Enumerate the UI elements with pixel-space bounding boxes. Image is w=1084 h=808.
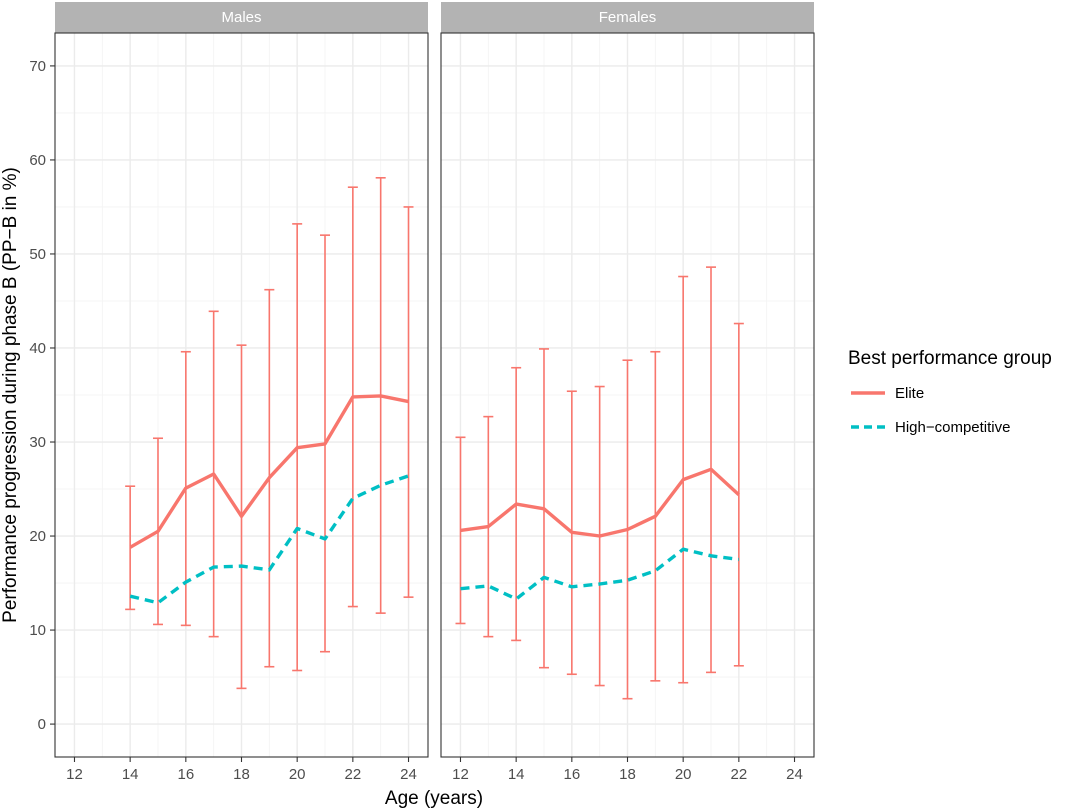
x-tick-label: 16: [563, 766, 580, 783]
error-bar: [733, 322, 744, 667]
x-tick-label: 20: [675, 766, 692, 783]
y-tick-label: 70: [29, 58, 46, 75]
strip-label-males: Males: [221, 9, 261, 26]
x-tick-label: 12: [66, 766, 83, 783]
x-tick-label: 18: [233, 766, 250, 783]
x-tick-label: 16: [177, 766, 194, 783]
y-tick-label: 20: [29, 528, 46, 545]
x-tick-label: 14: [122, 766, 139, 783]
series-line-elite: [129, 394, 409, 549]
x-tick-label: 22: [344, 766, 361, 783]
y-tick-label: 30: [29, 434, 46, 451]
series-line-elite: [460, 467, 740, 538]
y-tick-label: 0: [38, 716, 46, 733]
error-bar: [125, 485, 136, 611]
panel-males: Males 12 14 16 18 20 22 24: [54, 2, 429, 783]
legend-label-high-competitive: High−competitive: [895, 419, 1010, 436]
x-tick-label: 24: [400, 766, 417, 783]
y-axis-title: Performance progression during phase B (…: [0, 167, 21, 623]
panel-females: Females 12 14 16 18 20 22 24: [440, 2, 815, 783]
strip-males: [55, 2, 428, 33]
error-bar: [455, 436, 466, 625]
y-tick-label: 50: [29, 246, 46, 263]
legend-label-elite: Elite: [895, 385, 924, 402]
legend: Best performance group Elite High−compet…: [848, 348, 1052, 436]
x-tick-label: 24: [786, 766, 803, 783]
x-tick-label: 20: [289, 766, 306, 783]
series-line-high-competitive: [129, 474, 410, 605]
strip-females: [441, 2, 814, 33]
error-bar: [403, 206, 414, 598]
panels: Males 12 14 16 18 20 22 24 Females 12 14 16 18 20 22 24: [54, 2, 815, 783]
x-tick-label: 22: [730, 766, 747, 783]
strip-label-females: Females: [599, 9, 657, 26]
x-tick-label: 14: [508, 766, 525, 783]
x-tick-label: 12: [452, 766, 469, 783]
x-tick-label: 18: [619, 766, 636, 783]
y-axis: 0 10 20 30 40 50 60 70: [29, 58, 55, 733]
y-tick-label: 60: [29, 152, 46, 169]
y-tick-label: 40: [29, 340, 46, 357]
x-axis-title: Age (years): [385, 788, 483, 808]
series-line-high-competitive: [460, 547, 740, 601]
y-tick-label: 10: [29, 622, 46, 639]
legend-title: Best performance group: [848, 348, 1052, 369]
